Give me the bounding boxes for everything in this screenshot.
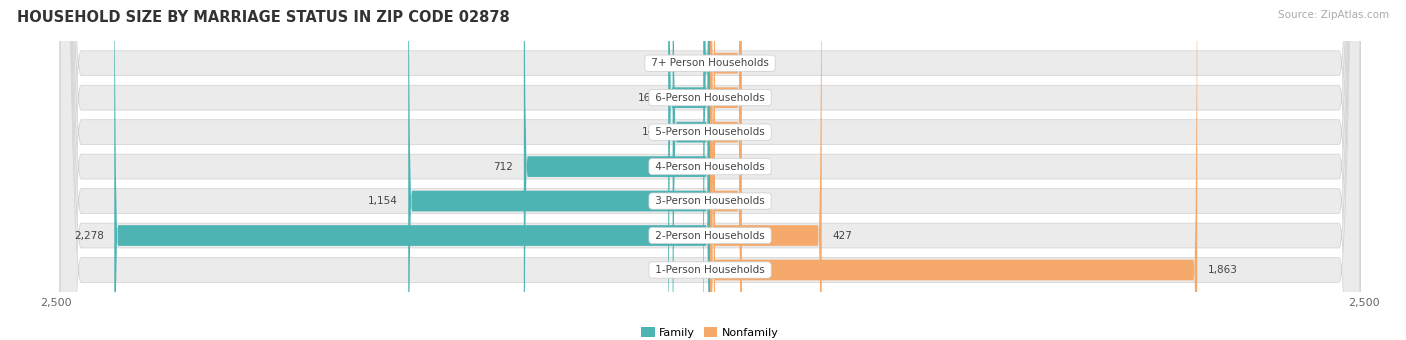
- FancyBboxPatch shape: [710, 0, 821, 340]
- FancyBboxPatch shape: [60, 0, 1360, 340]
- FancyBboxPatch shape: [114, 0, 710, 340]
- Text: 143: 143: [643, 127, 662, 137]
- FancyBboxPatch shape: [60, 0, 1360, 340]
- FancyBboxPatch shape: [60, 0, 1360, 340]
- Text: 19: 19: [725, 162, 738, 172]
- FancyBboxPatch shape: [710, 0, 741, 340]
- Text: 6-Person Households: 6-Person Households: [652, 93, 768, 103]
- Text: 0: 0: [752, 58, 758, 68]
- Text: 2-Person Households: 2-Person Households: [652, 231, 768, 240]
- Text: 5-Person Households: 5-Person Households: [652, 127, 768, 137]
- Text: 427: 427: [832, 231, 852, 240]
- FancyBboxPatch shape: [60, 0, 1360, 340]
- Text: 7+ Person Households: 7+ Person Households: [648, 58, 772, 68]
- Text: 4-Person Households: 4-Person Households: [652, 162, 768, 172]
- FancyBboxPatch shape: [703, 0, 710, 340]
- Text: 0: 0: [752, 93, 758, 103]
- Text: 0: 0: [752, 127, 758, 137]
- FancyBboxPatch shape: [710, 0, 716, 340]
- Text: 160: 160: [638, 93, 658, 103]
- FancyBboxPatch shape: [710, 0, 741, 340]
- Text: 1-Person Households: 1-Person Households: [652, 265, 768, 275]
- FancyBboxPatch shape: [60, 0, 1360, 340]
- Legend: Family, Nonfamily: Family, Nonfamily: [637, 323, 783, 340]
- FancyBboxPatch shape: [710, 0, 741, 340]
- Text: 2,278: 2,278: [75, 231, 104, 240]
- Text: HOUSEHOLD SIZE BY MARRIAGE STATUS IN ZIP CODE 02878: HOUSEHOLD SIZE BY MARRIAGE STATUS IN ZIP…: [17, 10, 509, 25]
- FancyBboxPatch shape: [710, 0, 1198, 340]
- FancyBboxPatch shape: [672, 0, 710, 340]
- Text: 712: 712: [494, 162, 513, 172]
- Text: 1,863: 1,863: [1208, 265, 1237, 275]
- Text: 1,154: 1,154: [368, 196, 398, 206]
- Text: 3-Person Households: 3-Person Households: [652, 196, 768, 206]
- FancyBboxPatch shape: [408, 0, 710, 340]
- Text: 26: 26: [679, 58, 693, 68]
- Text: Source: ZipAtlas.com: Source: ZipAtlas.com: [1278, 10, 1389, 20]
- FancyBboxPatch shape: [60, 0, 1360, 340]
- FancyBboxPatch shape: [524, 0, 710, 340]
- FancyBboxPatch shape: [710, 0, 741, 340]
- FancyBboxPatch shape: [668, 0, 710, 340]
- Text: 0: 0: [752, 196, 758, 206]
- FancyBboxPatch shape: [60, 0, 1360, 340]
